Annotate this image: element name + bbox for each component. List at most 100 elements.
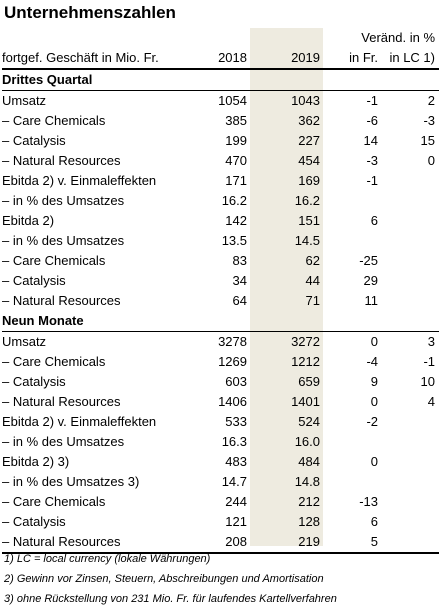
- value-2019: 71: [305, 293, 320, 308]
- value-2019: 1401: [291, 394, 320, 409]
- value-2018: 13.5: [221, 233, 247, 248]
- change-lc: [381, 251, 439, 271]
- change-fr: -3: [366, 153, 378, 168]
- unit-header: fortgef. Geschäft in Mio. Fr.: [2, 48, 180, 70]
- change-fr: 29: [363, 273, 378, 288]
- value-2018: 208: [180, 532, 250, 554]
- section-header: Neun Monate: [2, 311, 439, 332]
- table-row: – Catalysis 603 659 9 10: [2, 372, 439, 392]
- row-label: – Catalysis: [2, 273, 66, 288]
- value-2019: 524: [298, 414, 320, 429]
- table-row: – Catalysis 121 128 6: [2, 512, 439, 532]
- value-2019: 484: [298, 454, 320, 469]
- value-2018: 83: [232, 253, 247, 268]
- value-2019: 151: [298, 213, 320, 228]
- table-row: – in % des Umsatzes 16.3 16.0: [2, 432, 439, 452]
- table-row: – Catalysis 34 44 29: [2, 271, 439, 291]
- value-2019: 169: [298, 173, 320, 188]
- table-row: Ebitda 2) v. Einmaleffekten 171 169 -1: [2, 171, 439, 191]
- table-row: – Natural Resources 1406 1401 0 4: [2, 392, 439, 412]
- row-label: – Natural Resources: [2, 532, 180, 554]
- section-header: Drittes Quartal: [2, 69, 439, 91]
- change-fr: 11: [364, 293, 379, 308]
- footnotes: 1) LC = local currency (lokale Währungen…: [4, 549, 337, 609]
- section-label: Neun Monate: [2, 311, 439, 332]
- change-fr: -13: [359, 494, 378, 509]
- change-lc: 0: [427, 153, 435, 168]
- change-fr: 9: [370, 374, 378, 389]
- value-2018: 1269: [218, 354, 247, 369]
- value-2019: 227: [298, 133, 320, 148]
- change-fr: [323, 432, 381, 452]
- change-lc: [381, 492, 439, 512]
- change-header: Veränd. in %: [361, 30, 435, 45]
- change-fr: -1: [366, 173, 378, 188]
- header-row: fortgef. Geschäft in Mio. Fr. 2018 2019 …: [2, 48, 439, 70]
- value-2018: 14.7: [221, 474, 247, 489]
- change-fr: -6: [366, 113, 378, 128]
- figures-table: Veränd. in % fortgef. Geschäft in Mio. F…: [2, 28, 439, 554]
- change-lc: [381, 472, 439, 492]
- row-label: – Natural Resources: [2, 394, 121, 409]
- value-2019: 14.5: [294, 233, 320, 248]
- value-2018: 16.2: [221, 193, 247, 208]
- table-row: – in % des Umsatzes 13.5 14.5: [2, 231, 439, 251]
- change-fr: -4: [366, 354, 378, 369]
- table-row: – Natural Resources 208 219 5: [2, 532, 439, 554]
- table-row: Ebitda 2) 3) 483 484 0: [2, 452, 439, 472]
- value-2019: 44: [305, 273, 320, 288]
- value-2019: 1043: [291, 93, 320, 108]
- change-fr: 6: [370, 213, 378, 228]
- row-label: Ebitda 2): [2, 213, 55, 228]
- value-2019: 659: [298, 374, 320, 389]
- row-label: – Natural Resources: [2, 293, 121, 308]
- row-label: Umsatz: [2, 93, 47, 108]
- row-label: Umsatz: [2, 334, 47, 349]
- change-fr: 0: [370, 334, 378, 349]
- value-2019: 62: [305, 253, 320, 268]
- change-lc: -1: [423, 354, 435, 369]
- change-fr: -1: [366, 93, 378, 108]
- row-label: – Catalysis: [2, 133, 66, 148]
- value-2018: 199: [225, 133, 247, 148]
- change-lc: [381, 512, 439, 532]
- row-label: Ebitda 2) 3): [2, 454, 70, 469]
- value-2019: 128: [298, 514, 320, 529]
- change-lc: [381, 432, 439, 452]
- year-2018-header: 2018: [180, 48, 250, 70]
- change-lc: [381, 271, 439, 291]
- year-2019-highlight-band: [250, 28, 323, 546]
- change-lc: [381, 412, 439, 432]
- value-2018: 142: [225, 213, 247, 228]
- change-lc-header: in LC 1): [381, 48, 439, 70]
- value-2018: 470: [225, 153, 247, 168]
- row-label: – Catalysis: [2, 374, 66, 389]
- value-2018: 16.3: [221, 434, 247, 449]
- row-label: – Care Chemicals: [2, 354, 106, 369]
- change-fr-header: in Fr.: [323, 48, 381, 70]
- value-2018: 533: [225, 414, 247, 429]
- change-lc: -3: [423, 113, 435, 128]
- change-lc: 4: [427, 394, 435, 409]
- value-2019: 454: [298, 153, 320, 168]
- row-label: Ebitda 2) v. Einmaleffekten: [2, 173, 157, 188]
- change-lc: [381, 191, 439, 211]
- table-row: – in % des Umsatzes 3) 14.7 14.8: [2, 472, 439, 492]
- value-2018: 1054: [218, 93, 247, 108]
- table-row: – Care Chemicals 385 362 -6 -3: [2, 111, 439, 131]
- value-2018: 3278: [218, 334, 247, 349]
- value-2019: 16.2: [294, 193, 320, 208]
- row-label: – in % des Umsatzes: [2, 233, 125, 248]
- row-label: – in % des Umsatzes: [2, 193, 125, 208]
- table-row: Umsatz 1054 1043 -1 2: [2, 91, 439, 112]
- table-row: Ebitda 2) v. Einmaleffekten 533 524 -2: [2, 412, 439, 432]
- year-2019-header: 2019: [250, 48, 323, 70]
- table-row: – in % des Umsatzes 16.2 16.2: [2, 191, 439, 211]
- value-2018: 603: [225, 374, 247, 389]
- change-lc: [381, 171, 439, 191]
- section-label: Drittes Quartal: [2, 69, 439, 91]
- value-2019: 219: [250, 532, 323, 554]
- footnote-3: 3) ohne Rückstellung von 231 Mio. Fr. fü…: [4, 593, 337, 605]
- change-fr: 14: [363, 133, 378, 148]
- value-2019: 212: [298, 494, 320, 509]
